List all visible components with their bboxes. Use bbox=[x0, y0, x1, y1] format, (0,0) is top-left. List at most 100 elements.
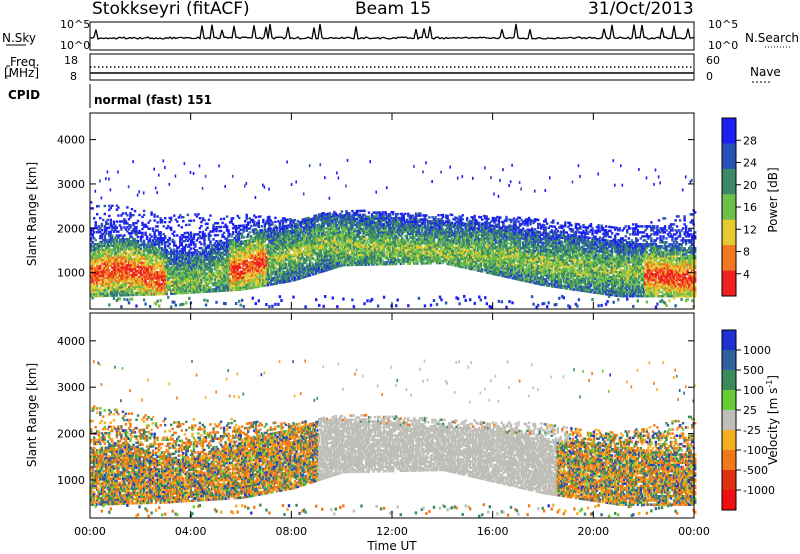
scatter-cell bbox=[120, 305, 122, 308]
scatter-cell bbox=[123, 234, 125, 236]
scatter-cell bbox=[188, 224, 190, 226]
scatter-cell bbox=[274, 217, 276, 219]
scatter-cell bbox=[202, 187, 204, 190]
scatter-cell bbox=[181, 226, 183, 228]
scatter-cell bbox=[128, 185, 130, 188]
scatter-cell bbox=[164, 166, 166, 169]
scatter-cell bbox=[187, 240, 189, 242]
scatter-cell bbox=[363, 240, 365, 242]
scatter-cell bbox=[261, 225, 263, 227]
scatter-cell bbox=[149, 305, 151, 308]
scatter-cell bbox=[153, 168, 155, 171]
scatter-cell bbox=[182, 216, 184, 218]
scatter-cell bbox=[111, 235, 113, 237]
nsearch-tick-bottom: 10^0 bbox=[708, 39, 738, 52]
scatter-cell bbox=[341, 210, 343, 212]
scatter-cell bbox=[209, 240, 211, 242]
scatter-cell bbox=[126, 214, 128, 216]
scatter-cell bbox=[226, 225, 228, 227]
scatter-cell bbox=[315, 298, 317, 301]
scatter-cell bbox=[152, 227, 154, 229]
scatter-cell bbox=[184, 246, 186, 248]
scatter-cell bbox=[92, 207, 94, 209]
scatter-cell bbox=[129, 224, 131, 226]
scatter-cell bbox=[102, 219, 104, 221]
scatter-cell bbox=[238, 217, 240, 219]
scatter-cell bbox=[371, 298, 373, 301]
scatter-cell bbox=[238, 300, 240, 303]
scatter-cell bbox=[351, 298, 353, 301]
scatter-cell bbox=[170, 305, 172, 308]
scatter-cell bbox=[220, 218, 222, 220]
scatter-cell bbox=[99, 217, 101, 219]
scatter-cell bbox=[223, 232, 225, 234]
scatter-cell bbox=[227, 229, 229, 231]
scatter-cell bbox=[259, 215, 261, 217]
nave-tick-bottom: 0 bbox=[706, 70, 713, 83]
scatter-cell bbox=[249, 227, 251, 229]
scatter-cell bbox=[138, 190, 140, 193]
scatter-cell bbox=[241, 299, 243, 302]
scatter-cell bbox=[264, 186, 266, 189]
scatter-cell bbox=[199, 217, 201, 219]
scatter-cell bbox=[176, 220, 178, 222]
scatter-cell bbox=[200, 243, 202, 245]
scatter-cell bbox=[220, 230, 222, 232]
scatter-cell bbox=[286, 219, 288, 221]
scatter-cell bbox=[150, 211, 152, 213]
scatter-cell bbox=[166, 227, 168, 229]
scatter-cell bbox=[369, 160, 371, 163]
scatter-cell bbox=[285, 263, 287, 265]
scatter-cell bbox=[244, 185, 246, 188]
scatter-cell bbox=[250, 235, 252, 237]
scatter-cell bbox=[280, 299, 282, 302]
scatter-cell bbox=[220, 226, 222, 228]
scatter-cell bbox=[98, 205, 100, 207]
freq-panel: 18 8 60 0 bbox=[6, 54, 772, 83]
scatter-cell bbox=[107, 223, 109, 225]
scatter-cell bbox=[120, 226, 122, 228]
scatter-cell bbox=[104, 235, 106, 237]
scatter-cell bbox=[338, 227, 340, 229]
scatter-cell bbox=[116, 220, 118, 222]
scatter-cell bbox=[244, 220, 246, 222]
scatter-cell bbox=[286, 161, 288, 164]
scatter-cell bbox=[113, 221, 115, 223]
scatter-cell bbox=[176, 234, 178, 236]
scatter-cell bbox=[156, 191, 158, 194]
scatter-cell bbox=[196, 215, 198, 217]
scatter-cell bbox=[178, 224, 180, 226]
scatter-cell bbox=[295, 180, 297, 183]
scatter-cell bbox=[137, 240, 139, 242]
scatter-cell bbox=[199, 227, 201, 229]
scatter-cell bbox=[243, 236, 245, 238]
scatter-cell bbox=[332, 297, 334, 300]
scatter-cell bbox=[164, 221, 166, 223]
scatter-cell bbox=[184, 162, 186, 165]
scatter-cell bbox=[324, 176, 326, 179]
scatter-cell bbox=[203, 219, 205, 221]
scatter-cell bbox=[250, 225, 252, 227]
scatter-cell bbox=[173, 235, 175, 237]
scatter-cell bbox=[156, 215, 158, 217]
scatter-cell bbox=[274, 221, 276, 223]
scatter-cell bbox=[126, 298, 128, 301]
scatter-cell bbox=[262, 184, 264, 187]
scatter-cell bbox=[175, 175, 177, 178]
scatter-cell bbox=[131, 208, 133, 210]
scatter-cell bbox=[309, 274, 311, 276]
scatter-cell bbox=[144, 303, 146, 306]
scatter-cell bbox=[105, 177, 107, 180]
scatter-cell bbox=[117, 206, 119, 208]
nsky-panel: 10^5 10^0 10^5 10^0 bbox=[6, 18, 790, 52]
scatter-cell bbox=[163, 159, 165, 162]
scatter-cell bbox=[246, 182, 248, 185]
scatter-cell bbox=[249, 221, 251, 223]
scatter-cell bbox=[190, 248, 192, 250]
scatter-cell bbox=[161, 219, 163, 221]
scatter-cell bbox=[205, 175, 207, 178]
scatter-cell bbox=[128, 301, 130, 304]
scatter-cell bbox=[212, 238, 214, 240]
scatter-cell bbox=[170, 217, 172, 219]
